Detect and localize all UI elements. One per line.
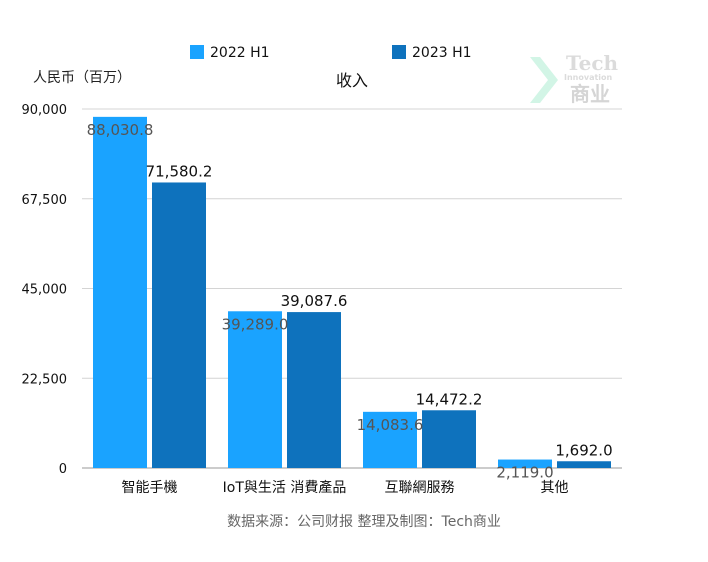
legend-swatch [392,45,406,59]
bar [498,459,552,468]
svg-text:Tech: Tech [566,51,618,75]
legend-label: 2023 H1 [412,45,472,61]
data-label: 88,030.8 [87,121,154,139]
x-tick-label: 其他 [541,480,569,496]
bar [228,311,282,468]
source-note: 数据来源：公司财报 整理及制图：Tech商业 [227,514,501,530]
y-tick-label: 67,500 [22,193,68,208]
y-tick-label: 22,500 [22,372,68,387]
data-label: 39,289.0 [222,315,289,333]
svg-text:商业: 商业 [570,82,610,106]
data-label: 14,472.2 [416,390,483,408]
data-labels: 88,030.8 71,580.2 39,289.0 39,087.6 14,083.6… [87,121,613,482]
watermark-logo: Tech Innovation 商业 [530,51,618,106]
y-axis-ticks: 0 22,500 45,000 67,500 90,000 [22,103,68,477]
data-label: 1,692.0 [555,441,612,459]
data-label: 14,083.6 [357,416,424,434]
y-tick-label: 90,000 [22,103,68,118]
x-tick-label: IoT與生活 消費產品 [223,479,347,496]
data-label: 71,580.2 [146,162,213,180]
svg-text:Innovation: Innovation [564,73,613,82]
y-axis-label: 人民币（百万） [33,70,131,86]
bar [363,411,417,468]
chart-title: 收入 [336,71,368,90]
y-tick-label: 45,000 [22,283,68,298]
bar [152,182,206,468]
x-tick-label: 智能手機 [122,480,178,496]
bar [422,410,476,468]
data-label: 2,119.0 [496,464,553,482]
legend-label: 2022 H1 [210,45,270,61]
data-label: 39,087.6 [281,292,348,310]
bar [93,116,147,468]
bar [557,461,611,468]
legend-swatch [190,45,204,59]
x-axis-ticks: 智能手機 IoT與生活 消費產品 互聯網服務 其他 [122,479,569,496]
bar [287,312,341,468]
legend: 2022 H1 2023 H1 [190,45,472,61]
y-tick-label: 0 [59,462,67,477]
x-tick-label: 互聯網服務 [385,480,455,496]
bars [93,116,611,468]
